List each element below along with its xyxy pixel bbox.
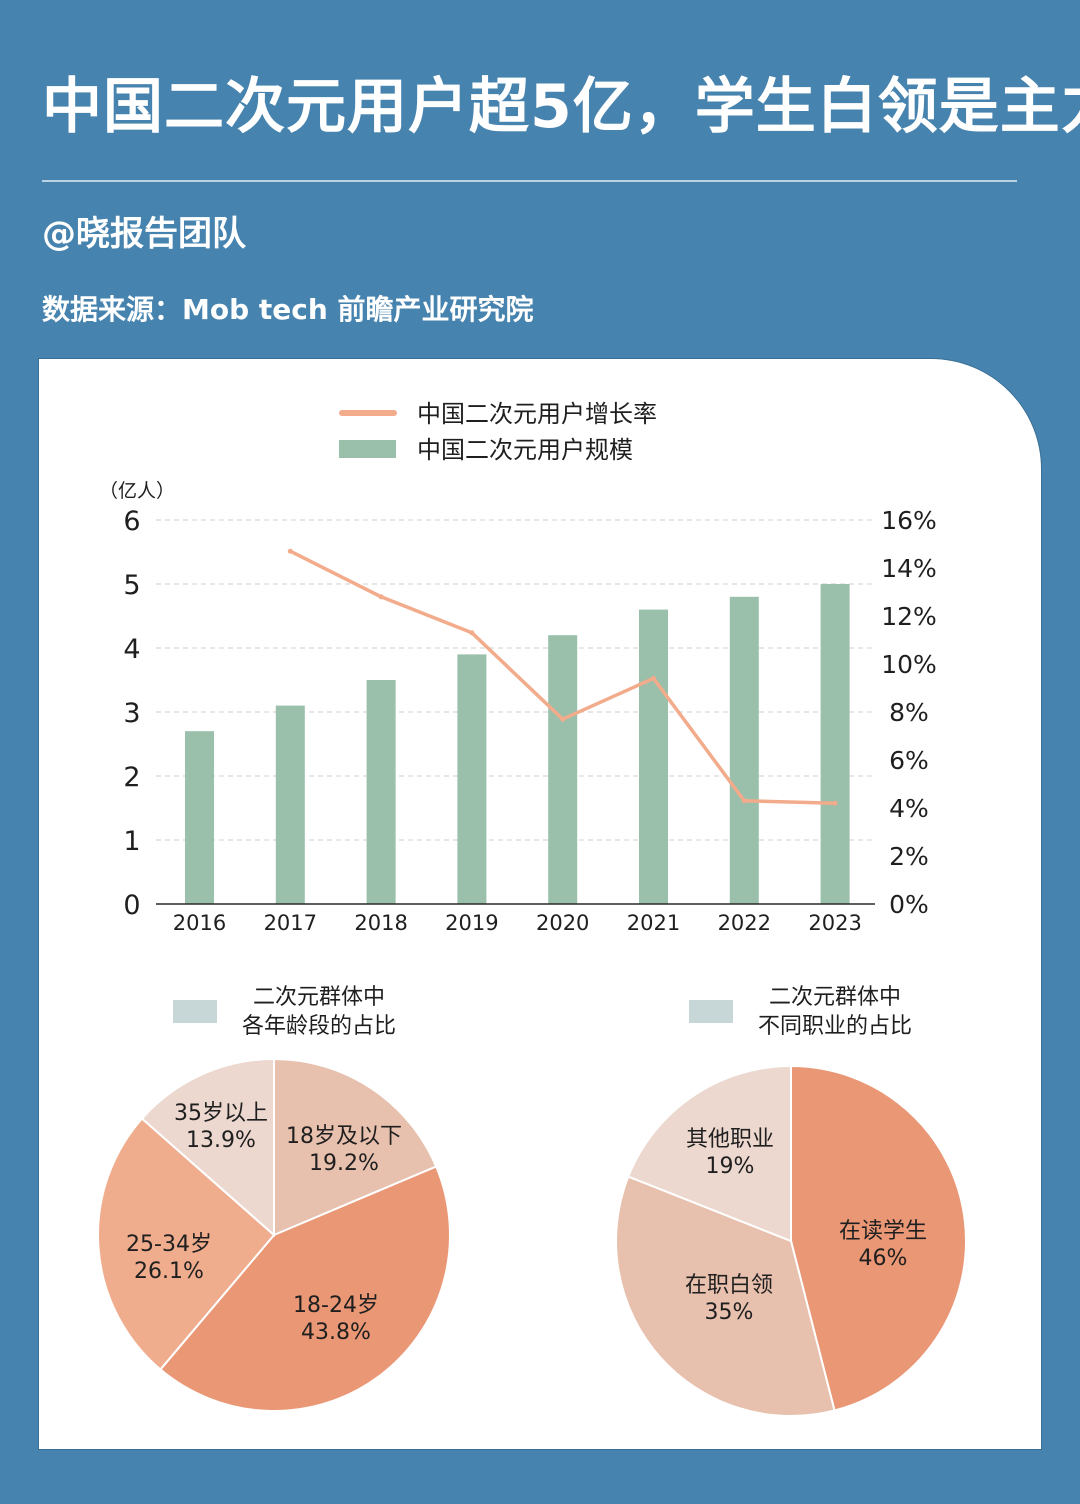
pie-legend-text: 不同职业的占比 [758, 1014, 912, 1039]
x-tick-label: 2016 [173, 911, 226, 935]
y-axis-unit-label: （亿人） [99, 480, 175, 502]
y-tick-label: 6 [123, 506, 140, 537]
bar-2021 [639, 609, 668, 904]
pie-slice-2 [97, 1117, 276, 1371]
x-tick-label: 2021 [627, 911, 680, 935]
bar-chart-bars [185, 584, 850, 904]
pie-legend-text: 二次元群体中 [253, 985, 385, 1010]
growth-rate-point-2019 [469, 630, 475, 636]
y-tick-label: 3 [123, 698, 140, 729]
y2-tick-label: 6% [889, 746, 929, 775]
page-title: 中国二次元用户超5亿，学生白领是主力 [42, 72, 1080, 142]
legend-label-user-scale: 中国二次元用户规模 [417, 436, 633, 464]
pie-slice-value: 13.9% [186, 1128, 256, 1153]
growth-rate-point-2022 [741, 798, 747, 804]
pie-slice-0 [273, 1057, 438, 1237]
y2-tick-label: 12% [881, 602, 937, 631]
x-tick-label: 2019 [445, 911, 498, 935]
pie-slice-value: 19% [706, 1154, 755, 1179]
growth-rate-point-2023 [832, 800, 838, 806]
pie-legend-swatch [689, 1000, 733, 1023]
y2-tick-label: 16% [881, 506, 937, 535]
x-tick-label: 2023 [808, 911, 861, 935]
pie-slice-1 [159, 1165, 451, 1412]
title-divider [42, 180, 1017, 182]
growth-rate-point-2017 [287, 548, 293, 554]
pie-legend-text: 各年龄段的占比 [242, 1014, 396, 1039]
pie-slice-1 [615, 1175, 836, 1417]
pie-slice-label: 25-34岁 [126, 1232, 212, 1257]
chart-canvas: 0 1 2 3 4 5 6 0% 2% 4% 6% 8% 10% 12% 14% 16% 2016 2017 201… [97, 400, 967, 1417]
bar-2020 [548, 635, 578, 904]
y2-tick-label: 14% [881, 554, 937, 583]
pie-slice-label: 其他职业 [686, 1127, 774, 1152]
pie-legend-swatch [173, 1000, 217, 1023]
y2-tick-label: 4% [889, 794, 929, 823]
growth-rate-point-2018 [378, 594, 384, 600]
y-tick-label: 4 [123, 634, 140, 665]
pie-slice-value: 35% [705, 1300, 754, 1325]
x-tick-label: 2020 [536, 911, 589, 935]
x-tick-label: 2018 [354, 911, 407, 935]
bar-chart-grid [156, 519, 875, 841]
y2-tick-label: 10% [881, 650, 937, 679]
y2-tick-label: 0% [889, 890, 929, 919]
bar-2023 [820, 584, 850, 904]
legend-bar-swatch [339, 440, 396, 458]
pie-slice-value: 19.2% [309, 1151, 379, 1176]
pie-slice-label: 18-24岁 [293, 1293, 379, 1318]
pie-slice-label: 35岁以上 [174, 1101, 268, 1126]
chart-card: 0 1 2 3 4 5 6 0% 2% 4% 6% 8% 10% 12% 14% 16% 2016 2017 201… [39, 359, 1041, 1449]
bar-2019 [457, 654, 487, 904]
bar-2017 [275, 705, 305, 904]
y-tick-label: 0 [123, 890, 140, 921]
pie-slice-value: 43.8% [301, 1320, 371, 1345]
growth-rate-point-2020 [560, 716, 566, 722]
pie-slice-label: 18岁及以下 [286, 1124, 402, 1149]
pie-legend-text: 二次元群体中 [769, 985, 901, 1010]
growth-rate-point-2021 [651, 675, 656, 681]
pie-slice-0 [790, 1064, 967, 1412]
legend-label-growth-rate: 中国二次元用户增长率 [417, 400, 657, 428]
pie-slice-value: 46% [859, 1246, 908, 1271]
x-tick-label: 2017 [264, 911, 317, 935]
bar-chart-axes: 0 1 2 3 4 5 6 0% 2% 4% 6% 8% 10% 12% 14% 16% 2016 2017 201… [123, 506, 936, 935]
bar-chart-legend: 中国二次元用户增长率 中国二次元用户规模 [339, 400, 657, 464]
pie-slice-label: 在职白领 [685, 1273, 773, 1298]
pie-slice-label: 在读学生 [839, 1219, 927, 1244]
y2-tick-label: 8% [889, 698, 929, 727]
source-line: 数据来源：Mob tech 前瞻产业研究院 [42, 293, 534, 326]
pie-slice-value: 26.1% [134, 1259, 204, 1284]
growth-rate-line [287, 548, 838, 806]
pie-slice-3 [140, 1057, 275, 1238]
y-tick-label: 2 [123, 762, 140, 793]
bar-2016 [185, 731, 214, 904]
y2-tick-label: 2% [889, 842, 929, 871]
pie-slice-2 [626, 1064, 792, 1243]
y-tick-label: 1 [123, 826, 140, 857]
y-tick-label: 5 [123, 570, 140, 601]
bar-2018 [366, 680, 396, 904]
author-tag: @晓报告团队 [42, 214, 246, 254]
bar-2022 [729, 596, 759, 904]
x-tick-label: 2022 [718, 911, 771, 935]
